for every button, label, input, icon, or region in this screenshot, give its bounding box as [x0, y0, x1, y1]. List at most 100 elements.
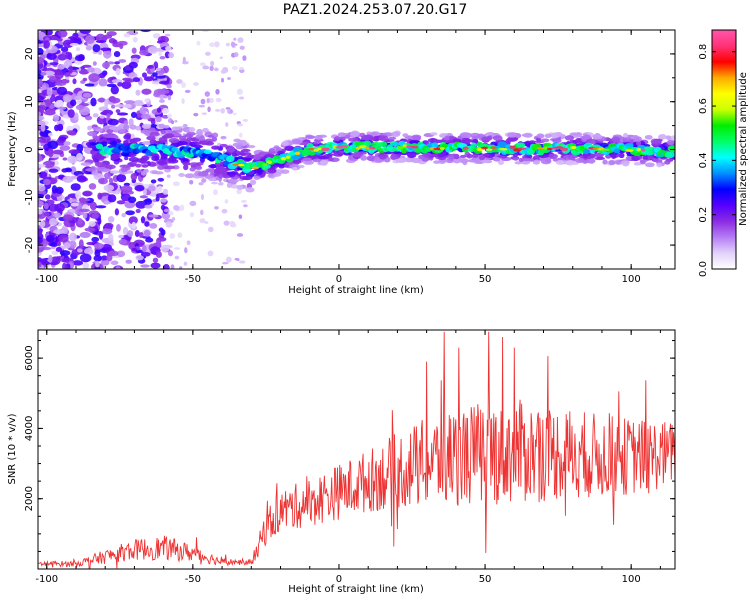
spectrogram-cell: [509, 145, 516, 149]
spectrogram-cell: [207, 226, 214, 233]
spectrogram-cell: [166, 174, 171, 178]
spectrogram-cell: [570, 145, 577, 150]
spectrogram-cell: [236, 184, 244, 190]
spectrogram-cell: [321, 147, 330, 152]
spectrogram-cell: [55, 186, 64, 194]
spectrogram-cell: [551, 132, 558, 139]
spectrogram-cell: [113, 126, 123, 130]
spectrogram-cell: [100, 260, 110, 266]
spectrogram-cell: [179, 266, 183, 269]
spectrogram-cell: [222, 160, 230, 166]
spectrogram-cell: [225, 42, 230, 47]
spectrogram-cell: [165, 221, 173, 228]
spectrogram-cell: [159, 99, 165, 103]
spectrogram-cell: [131, 247, 138, 252]
spectrogram-cell: [97, 50, 103, 55]
spectrogram-cell: [238, 214, 243, 219]
spectrogram-cell: [171, 126, 180, 131]
spectrogram-cell: [452, 138, 462, 143]
spectrogram-cell: [130, 172, 138, 181]
spectrogram-cell: [167, 113, 173, 119]
spectrogram-cell: [411, 134, 422, 140]
spectrogram-cell: [42, 176, 52, 180]
spectrogram-cell: [134, 230, 140, 237]
spectrogram-cell: [130, 133, 135, 140]
spectrogram-cell: [94, 153, 102, 160]
spectrogram-cell: [94, 162, 106, 168]
spectrogram-cell: [74, 55, 85, 62]
spectrogram-cell: [219, 143, 228, 148]
spectrogram-cell: [636, 148, 641, 152]
spectrogram-cell: [141, 244, 147, 253]
spectrogram-cell: [198, 182, 204, 186]
spectrogram-cell: [115, 67, 121, 76]
spectrogram-cell: [91, 236, 100, 243]
spectrogram-cell: [85, 45, 93, 51]
spectrogram-cell: [208, 97, 214, 103]
spectrogram-cell: [57, 64, 65, 70]
spectrogram-cell: [118, 239, 128, 245]
spectrogram-cell: [328, 157, 334, 162]
spectrogram-cell: [140, 30, 151, 33]
spectrogram-cell: [227, 178, 239, 184]
spectrogram-cell: [547, 153, 558, 160]
spectrogram-cell: [142, 72, 147, 78]
spectrogram-cell: [65, 168, 73, 173]
spectrogram-cell: [291, 139, 302, 145]
spectrogram-cell: [150, 262, 161, 269]
spectrogram-cell: [602, 159, 608, 165]
spectrogram-cell: [59, 145, 71, 151]
spectrogram-cell: [239, 132, 243, 138]
spectrogram-cell: [103, 184, 115, 192]
spectrogram-x-tick-label: -100: [35, 274, 58, 285]
snr-series-line: [38, 331, 675, 569]
spectrogram-cell: [196, 40, 201, 46]
spectrogram-cell: [148, 214, 159, 218]
spectrogram-cell: [231, 65, 238, 71]
spectrogram-cell: [116, 224, 121, 232]
spectrogram-cell: [575, 138, 582, 143]
spectrogram-cell: [118, 59, 127, 63]
spectrogram-cell: [102, 61, 110, 69]
spectrogram-cell: [136, 168, 142, 173]
spectrogram-cell: [459, 132, 471, 138]
spectrogram-cell: [44, 194, 51, 200]
spectrogram-cell: [114, 208, 120, 216]
spectrogram-cell: [387, 146, 397, 153]
spectrogram-cell: [59, 250, 71, 256]
spectrogram-cell: [177, 232, 183, 239]
spectrogram-cell: [656, 162, 663, 168]
spectrogram-cell: [38, 95, 45, 102]
spectrogram-cell: [634, 136, 642, 142]
spectrogram-cell: [186, 137, 196, 141]
spectrogram-cell: [147, 46, 159, 54]
spectrogram-cell: [74, 112, 79, 121]
spectrogram-cell: [349, 131, 359, 137]
spectrogram-cell: [665, 135, 672, 141]
snr-x-tick-label: -50: [185, 574, 201, 585]
spectrogram-cell: [45, 234, 55, 243]
spectrogram-cell: [332, 152, 344, 157]
spectrogram-cell: [66, 130, 76, 136]
spectrogram-cell: [208, 42, 216, 48]
spectrogram-y-tick-label: 20: [24, 48, 35, 61]
spectrogram-cell: [497, 160, 504, 166]
spectrogram-cell: [220, 108, 225, 114]
spectrogram-cell: [202, 127, 209, 133]
spectrogram-cell: [149, 223, 158, 229]
spectrogram-cell: [262, 163, 268, 167]
spectrogram-cell: [125, 210, 135, 216]
spectrogram-cell: [305, 135, 316, 140]
spectrogram-cell: [135, 125, 142, 131]
spectrogram-cell: [131, 221, 137, 230]
spectrogram-cell: [78, 208, 90, 213]
spectrogram-cell: [56, 99, 64, 107]
spectrogram-cell: [158, 51, 162, 57]
spectrogram-cell: [87, 130, 98, 137]
spectrogram-cell: [76, 175, 87, 183]
spectrogram-cell: [38, 230, 43, 235]
spectrogram-cell: [224, 199, 229, 204]
spectrogram-cell: [498, 147, 508, 151]
spectrogram-cell: [121, 81, 132, 90]
